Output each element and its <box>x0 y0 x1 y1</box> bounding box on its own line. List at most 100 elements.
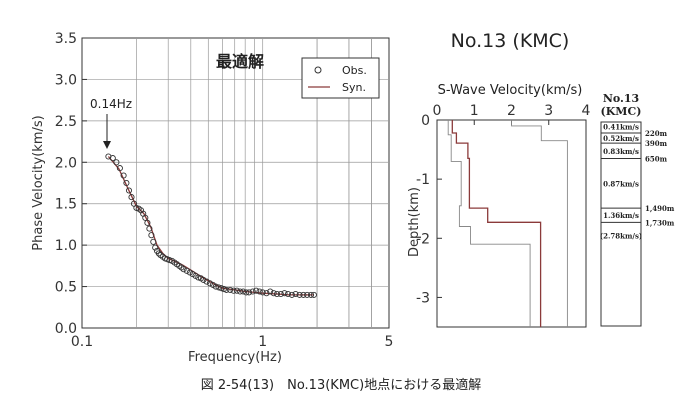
obs-point <box>220 286 227 293</box>
obs-point <box>237 288 244 295</box>
obs-point <box>186 269 193 276</box>
obs-point <box>233 287 240 294</box>
obs-point <box>267 288 274 295</box>
best-fit-line <box>451 120 542 327</box>
obs-point <box>206 280 213 287</box>
x-tick-label: 1 <box>470 103 479 119</box>
legend-obs-marker <box>314 66 322 74</box>
obs-point <box>123 179 130 187</box>
profile-x-ticks: 0 1 2 3 4 <box>433 103 591 125</box>
layer-depth: 220m <box>645 129 668 138</box>
upper-bound-line <box>511 120 568 327</box>
frequency-annotation: 0.14Hz <box>90 97 132 149</box>
obs-point <box>212 283 219 290</box>
obs-point <box>256 288 263 295</box>
x-tick-label: 5 <box>385 334 394 350</box>
obs-point <box>152 244 159 251</box>
obs-point <box>259 289 266 296</box>
obs-point <box>273 290 281 298</box>
obs-point <box>200 276 207 283</box>
obs-point <box>125 187 133 194</box>
dispersion-x-ticks: 0.1 1 5 <box>71 334 394 350</box>
obs-point <box>307 291 315 298</box>
dispersion-y-ticks: 0.0 0.5 1.0 1.5 2.0 2.5 3.0 3.5 <box>55 31 87 337</box>
y-tick-label: -3 <box>416 290 430 306</box>
obs-point <box>249 288 256 295</box>
obs-point <box>148 232 155 239</box>
dispersion-y-label: Phase Velocity(km/s) <box>31 115 46 250</box>
obs-point <box>245 289 253 296</box>
obs-point <box>281 290 288 297</box>
obs-point <box>310 291 317 298</box>
obs-point <box>227 286 234 293</box>
obs-point <box>304 291 311 298</box>
y-tick-label: -1 <box>416 172 430 188</box>
layer-rows: 0.41km/s 220m 0.52km/s 390m 0.83km/s 650m 0.87… <box>600 123 675 241</box>
y-tick-label: 1.0 <box>55 238 77 254</box>
dispersion-legend: Obs. Syn. <box>301 57 380 99</box>
y-tick-label: 0 <box>421 113 430 129</box>
obs-point <box>166 257 173 264</box>
obs-point <box>288 291 295 298</box>
y-tick-label: 2.0 <box>55 155 77 171</box>
y-tick-label: 3.5 <box>55 31 77 47</box>
obs-point <box>180 266 187 273</box>
legend-syn-label: Syn. <box>342 81 366 94</box>
profile-lines <box>447 120 568 327</box>
dispersion-x-label: Frequency(Hz) <box>188 350 282 365</box>
dispersion-chart: 0.1 1 5 0.0 0.5 1.0 1.5 2.0 2.5 3.0 3.5 最適解 Obs. … <box>31 31 393 365</box>
obs-point <box>109 155 116 162</box>
layer-velocity: (2.78km/s) <box>600 231 642 240</box>
layer-velocity: 0.52km/s <box>603 134 639 143</box>
obs-series <box>105 153 317 298</box>
y-tick-label: 1.5 <box>55 197 77 213</box>
profile-y-ticks: 0 -1 -2 -3 <box>416 113 442 306</box>
y-tick-label: -2 <box>416 231 430 247</box>
obs-point <box>203 278 210 285</box>
y-tick-label: 3.0 <box>55 72 77 88</box>
obs-point <box>146 225 153 232</box>
x-tick-label: 0 <box>433 103 442 119</box>
layer-depth: 1,490m <box>645 204 675 213</box>
legend-obs-label: Obs. <box>342 64 367 77</box>
obs-point <box>142 214 149 221</box>
profile-title: No.13 (KMC) <box>451 30 570 52</box>
obs-point <box>155 250 162 257</box>
obs-point <box>270 290 277 297</box>
obs-point <box>128 194 135 201</box>
obs-point <box>183 267 190 274</box>
layer-depth: 1,730m <box>645 218 675 227</box>
lower-bound-line <box>447 120 531 327</box>
annotation-label: 0.14Hz <box>90 97 132 111</box>
obs-point <box>120 172 127 179</box>
obs-point <box>195 274 202 281</box>
layer-depth: 390m <box>645 139 668 148</box>
profile-x-label: S-Wave Velocity(km/s) <box>438 83 583 98</box>
dispersion-title: 最適解 <box>216 52 264 71</box>
obs-point <box>215 284 222 291</box>
obs-point <box>284 290 292 298</box>
layer-table-title: No.13 <box>603 92 639 105</box>
obs-point <box>230 287 237 294</box>
obs-point <box>240 288 247 295</box>
legend-box <box>301 57 380 99</box>
obs-point <box>253 287 260 294</box>
y-tick-label: 0.0 <box>55 321 77 337</box>
obs-point <box>296 291 303 298</box>
obs-point <box>243 289 250 296</box>
obs-point <box>300 291 307 298</box>
obs-point <box>116 165 123 172</box>
figure-caption: 図 2-54(13) No.13(KMC)地点における最適解 <box>201 377 481 393</box>
y-tick-label: 2.5 <box>55 114 77 130</box>
obs-point <box>150 238 157 245</box>
obs-point <box>263 290 270 297</box>
y-tick-label: 0.5 <box>55 280 77 296</box>
obs-point <box>292 290 299 298</box>
profile-plot-area <box>436 119 587 328</box>
layer-depth: 650m <box>645 154 668 163</box>
x-tick-label: 2 <box>507 103 516 119</box>
obs-point <box>223 286 230 293</box>
profile-y-label: Depth(km) <box>407 187 422 257</box>
layer-velocity: 1.36km/s <box>603 211 639 220</box>
